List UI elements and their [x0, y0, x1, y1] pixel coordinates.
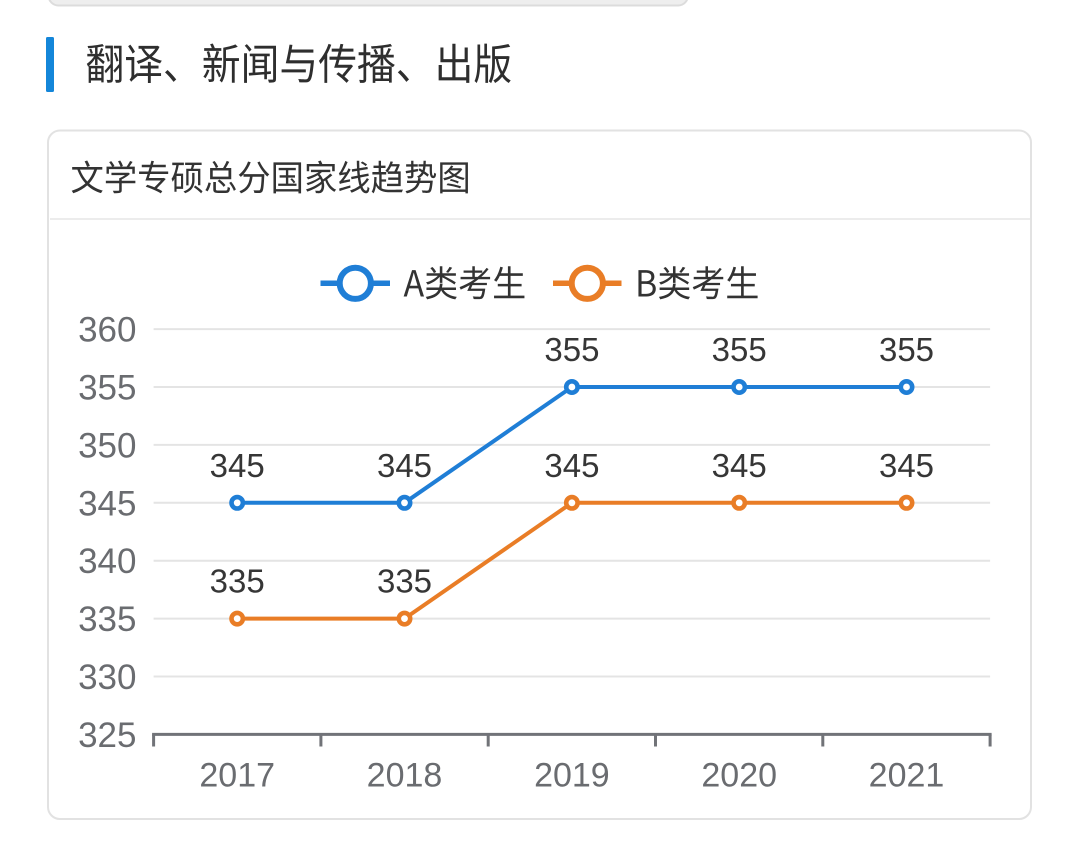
- svg-text:2020: 2020: [701, 757, 777, 795]
- svg-text:330: 330: [78, 658, 136, 697]
- svg-text:335: 335: [210, 563, 265, 600]
- svg-text:345: 345: [544, 447, 599, 484]
- svg-text:325: 325: [78, 716, 136, 755]
- svg-text:2021: 2021: [869, 757, 945, 795]
- svg-text:360: 360: [78, 311, 136, 350]
- svg-text:355: 355: [712, 331, 767, 368]
- svg-text:2018: 2018: [367, 757, 443, 795]
- svg-text:355: 355: [78, 369, 136, 408]
- svg-text:2019: 2019: [534, 757, 610, 795]
- svg-text:345: 345: [78, 484, 136, 523]
- svg-text:345: 345: [879, 447, 934, 484]
- svg-text:345: 345: [377, 447, 432, 484]
- svg-text:2017: 2017: [199, 757, 275, 795]
- svg-text:355: 355: [544, 331, 599, 368]
- svg-text:335: 335: [78, 600, 136, 639]
- svg-text:355: 355: [879, 331, 934, 368]
- svg-text:340: 340: [78, 542, 136, 581]
- svg-text:345: 345: [712, 447, 767, 484]
- svg-text:350: 350: [78, 426, 136, 465]
- svg-text:345: 345: [210, 447, 265, 484]
- svg-text:335: 335: [377, 563, 432, 600]
